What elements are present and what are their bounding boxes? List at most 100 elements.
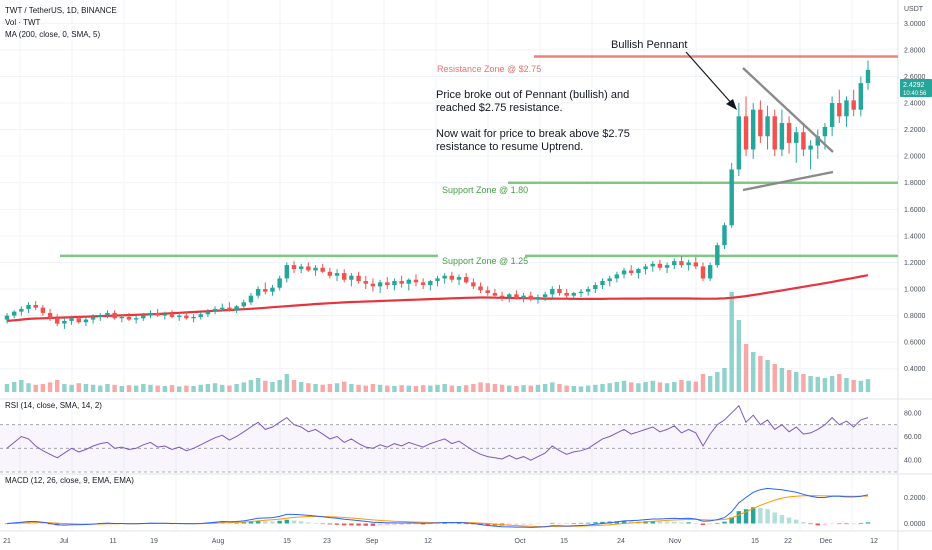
candle-body (564, 293, 569, 296)
volume-bar (550, 382, 555, 392)
candle (255, 286, 261, 299)
candle-body (614, 274, 620, 279)
volume-bar (133, 385, 139, 392)
candle-body (758, 109, 763, 137)
time-tick-label: 15 (283, 538, 291, 545)
macd-histogram-bar (772, 512, 777, 524)
price-tick-label: 0.8000 (904, 313, 926, 320)
candle (248, 293, 254, 305)
volume-bar (815, 376, 820, 392)
time-tick-label: 21 (3, 538, 11, 545)
candle (191, 314, 196, 323)
candle (277, 275, 282, 291)
candle-body (119, 316, 125, 319)
annotation-line: reached $2.75 resistance. (436, 102, 563, 114)
volume-bar (126, 385, 132, 392)
candle (169, 310, 175, 319)
candle-body (385, 282, 390, 286)
volume-bar (342, 381, 347, 392)
volume-bar (585, 385, 591, 392)
candle-body (291, 265, 297, 270)
candle-body (772, 116, 777, 150)
candle (420, 278, 426, 290)
candle (858, 76, 864, 117)
rsi-pane (0, 404, 898, 473)
candle (227, 302, 232, 312)
candle-body (585, 289, 591, 292)
macd-histogram-bar (255, 520, 261, 524)
volume-bar (370, 384, 376, 392)
candle-body (521, 295, 526, 299)
volume-legend: Vol · TWT (5, 18, 41, 27)
candle-body (600, 281, 605, 286)
time-tick-label: 22 (784, 538, 792, 545)
candle-body (69, 318, 74, 321)
macd-histogram-bar (270, 521, 275, 524)
candle (155, 308, 160, 317)
macd-histogram-bar (758, 507, 763, 524)
macd-histogram-bar (334, 523, 340, 525)
candle (442, 273, 447, 284)
volume-bar (679, 380, 684, 392)
time-tick-label: Oct (515, 538, 526, 545)
macd-histogram-bar (801, 522, 806, 524)
macd-histogram-bar (657, 521, 663, 524)
price-tick-label: 1.6000 (904, 207, 926, 214)
price-tick-label: 1.8000 (904, 180, 926, 187)
time-tick-label: 15 (560, 538, 568, 545)
candle-body (406, 279, 412, 284)
candle-body (198, 314, 203, 317)
candle (550, 286, 555, 299)
candle (629, 265, 634, 276)
candle (664, 262, 670, 274)
macd-histogram-bar (779, 515, 785, 524)
volume-bar (277, 380, 282, 392)
candle (377, 279, 383, 294)
volume-bars (4, 292, 871, 392)
candle-body (306, 266, 311, 271)
candle (578, 289, 584, 297)
volume-bar (593, 384, 598, 392)
candle (794, 126, 799, 163)
candle (284, 262, 290, 283)
candle (808, 140, 813, 170)
rsi-tick-label: 60.00 (904, 434, 922, 441)
volume-bar (507, 385, 512, 392)
volume-bar (227, 385, 232, 392)
macd-histogram-bar (377, 523, 383, 526)
candle (320, 263, 325, 274)
candle-body (298, 266, 304, 270)
candle-body (184, 315, 189, 319)
candle-body (26, 304, 31, 309)
candle-body (234, 306, 239, 311)
candle-body (83, 319, 89, 323)
candle-body (141, 315, 146, 319)
annotation-text: Price broke out of Pennant (bullish) and… (436, 89, 630, 153)
candle (349, 273, 354, 287)
candle-body (47, 312, 53, 319)
candle (291, 261, 297, 274)
volume-bar (313, 384, 318, 392)
volume-bar (291, 380, 297, 392)
price-tick-label: 1.2000 (904, 260, 926, 267)
macd-histogram-bar (571, 523, 577, 524)
volume-bar (564, 385, 569, 392)
candle (571, 291, 577, 300)
candle (385, 277, 390, 290)
volume-bar (119, 386, 125, 392)
candle-body (650, 263, 655, 267)
time-tick-label: 12 (870, 538, 878, 545)
volume-bar (736, 320, 742, 392)
volume-bar (40, 384, 46, 392)
candle-body (105, 312, 110, 316)
candle-body (844, 100, 849, 117)
candle (621, 267, 627, 279)
candle-body (191, 316, 196, 319)
candle-body (657, 263, 663, 268)
candle (564, 289, 569, 299)
candle (363, 275, 368, 290)
candle-body (428, 281, 433, 286)
candle-body (743, 116, 749, 150)
volume-bar (320, 384, 325, 392)
time-tick-label: Jul (60, 538, 69, 545)
